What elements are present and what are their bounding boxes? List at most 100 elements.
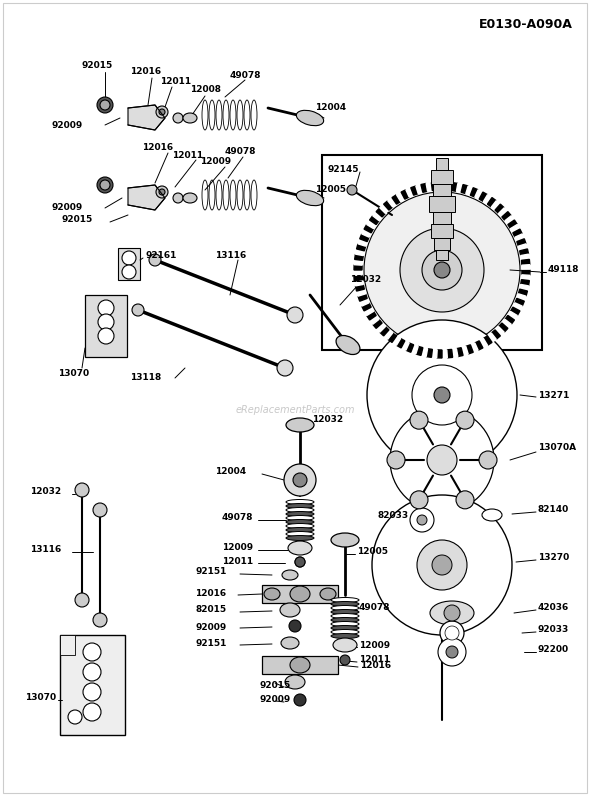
Ellipse shape (286, 512, 314, 517)
Circle shape (173, 193, 183, 203)
Circle shape (100, 100, 110, 110)
Polygon shape (354, 275, 363, 281)
Polygon shape (495, 204, 504, 213)
Bar (436, 158, 448, 170)
Ellipse shape (331, 533, 359, 547)
Text: 92145: 92145 (328, 166, 359, 174)
Polygon shape (355, 254, 363, 260)
Ellipse shape (331, 606, 359, 611)
Text: 92009: 92009 (195, 622, 226, 631)
Polygon shape (384, 330, 393, 339)
Polygon shape (384, 201, 393, 210)
Polygon shape (521, 279, 529, 286)
Polygon shape (480, 338, 487, 348)
Bar (322, 155, 542, 350)
Polygon shape (517, 239, 526, 246)
Text: 13271: 13271 (538, 391, 569, 400)
Polygon shape (443, 350, 447, 358)
Polygon shape (502, 212, 512, 220)
Ellipse shape (333, 638, 357, 652)
Text: 92033: 92033 (538, 626, 569, 634)
Circle shape (438, 638, 466, 666)
Polygon shape (422, 348, 428, 357)
Polygon shape (364, 224, 373, 232)
Polygon shape (466, 186, 473, 195)
Text: 92015: 92015 (62, 216, 93, 224)
Polygon shape (475, 189, 482, 199)
Circle shape (93, 503, 107, 517)
Circle shape (364, 192, 520, 348)
Circle shape (122, 251, 136, 265)
Circle shape (159, 189, 165, 195)
Circle shape (98, 300, 114, 316)
Ellipse shape (183, 193, 197, 203)
Circle shape (159, 109, 165, 115)
Text: 12011: 12011 (222, 557, 253, 567)
Text: 49078: 49078 (225, 147, 257, 157)
Polygon shape (396, 338, 405, 348)
Polygon shape (475, 341, 483, 350)
Text: 82140: 82140 (538, 505, 569, 514)
Text: 12009: 12009 (359, 641, 390, 650)
Polygon shape (471, 343, 478, 352)
Bar (262, 585, 338, 603)
Circle shape (149, 254, 161, 266)
Text: 92009: 92009 (260, 696, 291, 704)
Ellipse shape (290, 586, 310, 602)
Ellipse shape (286, 508, 314, 513)
Polygon shape (457, 348, 463, 357)
Ellipse shape (331, 602, 359, 607)
Circle shape (287, 307, 303, 323)
Polygon shape (377, 324, 385, 332)
Text: 49078: 49078 (359, 603, 391, 612)
Text: 12004: 12004 (315, 103, 346, 112)
Circle shape (277, 360, 293, 376)
Polygon shape (402, 341, 409, 350)
Ellipse shape (331, 610, 359, 615)
Circle shape (432, 555, 452, 575)
Text: 12011: 12011 (172, 150, 203, 159)
Polygon shape (519, 244, 527, 250)
Text: 12032: 12032 (350, 275, 381, 284)
Polygon shape (355, 280, 363, 286)
Text: 12016: 12016 (195, 588, 226, 598)
Circle shape (440, 621, 464, 645)
Ellipse shape (282, 570, 298, 580)
Polygon shape (521, 254, 529, 259)
Bar (85, 295, 127, 357)
Ellipse shape (286, 536, 314, 540)
Polygon shape (431, 182, 437, 190)
Text: 92015: 92015 (260, 681, 291, 689)
Text: 13116: 13116 (30, 545, 61, 555)
Text: 82015: 82015 (195, 606, 226, 615)
Circle shape (289, 620, 301, 632)
Circle shape (122, 265, 136, 279)
Polygon shape (483, 336, 492, 345)
Text: 92151: 92151 (195, 568, 227, 576)
Polygon shape (447, 182, 452, 190)
Circle shape (410, 508, 434, 532)
Ellipse shape (281, 637, 299, 649)
Polygon shape (388, 333, 396, 342)
Polygon shape (412, 345, 418, 354)
Circle shape (387, 451, 405, 469)
Text: 82033: 82033 (378, 510, 409, 520)
Polygon shape (499, 323, 508, 332)
Ellipse shape (331, 622, 359, 626)
Circle shape (347, 185, 357, 195)
Polygon shape (380, 205, 388, 213)
Polygon shape (426, 183, 431, 191)
Polygon shape (520, 249, 529, 256)
Polygon shape (128, 105, 165, 130)
Polygon shape (380, 326, 389, 336)
Circle shape (372, 495, 512, 635)
Text: 92200: 92200 (538, 646, 569, 654)
Bar (434, 238, 450, 250)
Polygon shape (426, 349, 432, 357)
Ellipse shape (331, 614, 359, 618)
Bar (429, 196, 455, 212)
Text: 12032: 12032 (30, 487, 61, 497)
Polygon shape (369, 216, 379, 224)
Polygon shape (411, 186, 418, 195)
Bar (436, 250, 448, 260)
